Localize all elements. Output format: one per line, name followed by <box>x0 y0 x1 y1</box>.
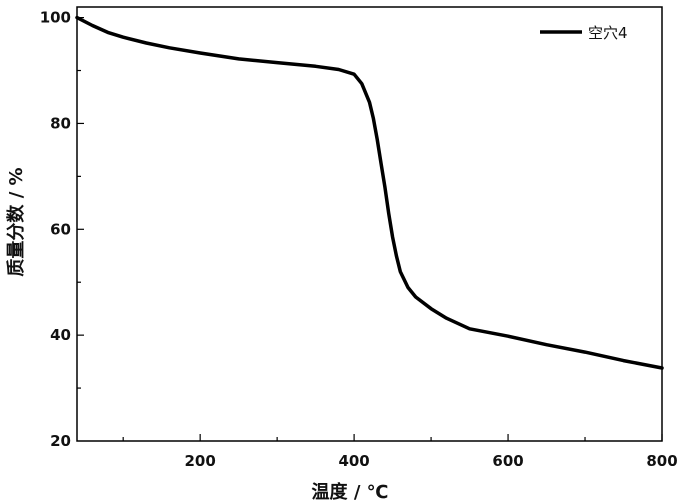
series-line-kongxue4 <box>77 18 662 368</box>
legend: 空穴4 <box>540 24 628 42</box>
legend-label: 空穴4 <box>588 24 628 42</box>
y-tick-label: 100 <box>40 9 71 27</box>
y-tick-label: 20 <box>50 432 71 450</box>
x-axis-title: 温度 / ℃ <box>312 481 389 503</box>
x-tick-label: 400 <box>338 452 369 470</box>
x-tick-label: 600 <box>492 452 523 470</box>
x-tick-label: 800 <box>646 452 677 470</box>
plot-frame <box>77 7 662 441</box>
x-tick-label: 200 <box>185 452 216 470</box>
y-axis-title: 质量分数 / % <box>5 167 27 276</box>
y-tick-label: 40 <box>50 326 71 344</box>
y-tick-label: 80 <box>50 114 71 132</box>
y-tick-label: 60 <box>50 220 71 238</box>
